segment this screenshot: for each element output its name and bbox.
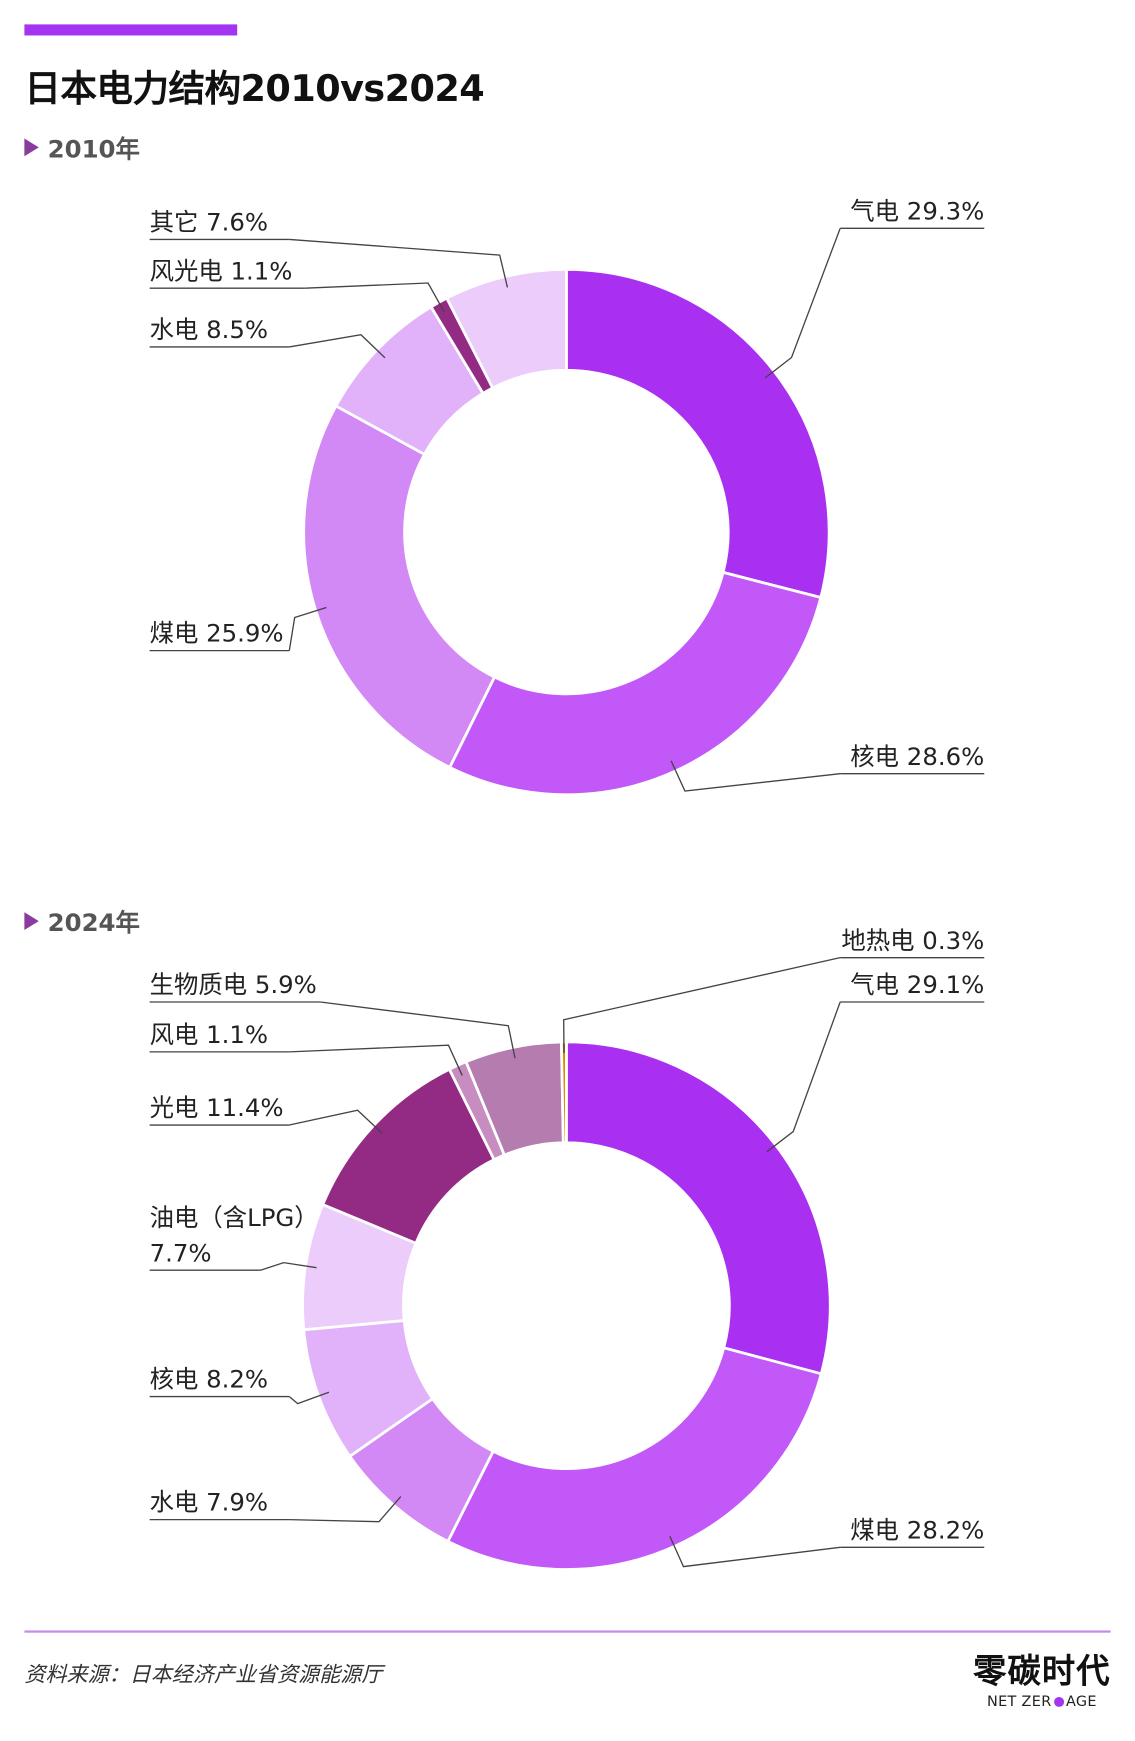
triangle-marker-icon <box>24 912 39 930</box>
slice-value-label: 8.5% <box>206 315 268 344</box>
chart-2024-heading: 2024年 <box>24 903 140 938</box>
leader-line <box>289 334 386 359</box>
slice-label: 水电 8.5% <box>150 315 268 344</box>
slice-label: 水电 7.9% <box>150 1488 268 1517</box>
slice-category: 生物质电 <box>150 970 255 999</box>
slice-value-label: 11.4% <box>206 1093 283 1122</box>
slice-category: 煤电 <box>150 619 207 648</box>
page-title: 日本电力结构2010vs2024 <box>24 66 485 110</box>
chart-2010-title: 2010年 <box>47 136 140 165</box>
slice-label: 煤电 25.9% <box>150 619 284 648</box>
slice-label: 核电 8.2% <box>150 1365 268 1394</box>
donut-slice <box>302 404 497 770</box>
slice-category: 核电 <box>850 742 907 771</box>
slice-label: 生物质电 5.9% <box>150 970 317 999</box>
brand-dot-icon <box>1053 1696 1064 1707</box>
slice-category: 其它 <box>150 208 207 237</box>
triangle-marker-icon <box>24 138 39 157</box>
slice-label: 气电 29.3% <box>850 196 984 225</box>
brand-name: 零碳时代 <box>973 1652 1111 1692</box>
slice-category: 气电 <box>850 970 907 999</box>
slice-label: 核电 28.6% <box>850 742 984 771</box>
slice-label: 光电 11.4% <box>150 1093 284 1122</box>
leader-line <box>304 282 445 313</box>
donut-chart-0: 气电 29.3% 核电 28.6% 煤电 25.9% 水电 8.5% 风光电 1.1% 其… <box>149 196 984 797</box>
donut-slice <box>446 1346 823 1571</box>
slice-value-label: 1.1% <box>231 256 293 285</box>
slice-value-label: 7.6% <box>206 208 268 237</box>
leader-line <box>289 238 509 288</box>
slice-value-label: 29.3% <box>907 196 984 225</box>
donut-slice <box>559 1040 568 1145</box>
slice-value-label: 28.6% <box>907 742 984 771</box>
footer-divider <box>24 1630 1111 1633</box>
slice-label: 气电 29.1% <box>850 970 984 999</box>
donut-slice <box>565 267 831 600</box>
donut-chart-1: 气电 29.1% 煤电 28.2% 水电 7.9% 核电 8.2% 油电（含LPG） 7.… <box>149 926 984 1571</box>
slice-category: 风电 <box>150 1020 207 1049</box>
slice-label: 地热电 0.3% <box>841 926 984 955</box>
accent-bar <box>24 24 238 36</box>
leader-line <box>764 228 841 379</box>
chart-2010-heading: 2010年 <box>24 130 140 165</box>
slice-label: 油电（含LPG） <box>150 1203 319 1232</box>
slice-category: 核电 <box>150 1365 207 1394</box>
slice-value-label: 0.3% <box>922 926 984 955</box>
leader-line <box>289 1496 402 1523</box>
brand-tagline-right: AGE <box>1065 1693 1097 1711</box>
donut-slice <box>447 570 823 797</box>
donut-slice <box>444 267 568 390</box>
slice-category: 水电 <box>150 1488 207 1517</box>
chart-2024-title: 2024年 <box>47 909 140 938</box>
slice-value-label: 29.1% <box>907 970 984 999</box>
slice-value-label: 1.1% <box>206 1020 268 1049</box>
leader-line <box>289 1044 463 1076</box>
leader-line <box>320 1001 516 1059</box>
slice-category: 水电 <box>150 315 207 344</box>
slice-value-label: 5.9% <box>255 970 317 999</box>
leader-line <box>288 606 327 651</box>
slice-label: 风电 1.1% <box>150 1020 268 1049</box>
donut-slice <box>565 1040 832 1376</box>
source-note: 资料来源：日本经济产业省资源能源厅 <box>24 1662 383 1687</box>
slice-value-label: 8.2% <box>206 1365 268 1394</box>
slice-category: 煤电 <box>850 1515 907 1544</box>
slice-category: 地热电 <box>841 926 922 955</box>
leader-line <box>670 760 841 792</box>
brand-tagline: NET ZER AGE <box>971 1694 1113 1711</box>
slice-value-label: 7.7% <box>150 1238 212 1267</box>
slice-category: 风光电 <box>150 256 231 285</box>
leader-line <box>288 1391 330 1405</box>
brand-tagline-left: NET ZER <box>986 1693 1052 1711</box>
leader-line <box>563 957 841 1053</box>
slice-category: 气电 <box>850 196 907 225</box>
brand-logo: 零碳时代 NET ZER AGE <box>971 1652 1113 1711</box>
slice-label: 煤电 28.2% <box>850 1515 984 1544</box>
slice-category: 光电 <box>150 1093 207 1122</box>
leader-line <box>766 1001 841 1153</box>
slice-value-label: 25.9% <box>206 619 283 648</box>
slice-value-label: 7.9% <box>206 1488 268 1517</box>
leader-line <box>669 1535 841 1568</box>
leader-line <box>260 1261 317 1271</box>
slice-value-label: 28.2% <box>907 1515 984 1544</box>
leader-line <box>289 1109 383 1134</box>
slice-label: 风光电 1.1% <box>150 256 293 285</box>
slice-label: 其它 7.6% <box>150 208 268 237</box>
